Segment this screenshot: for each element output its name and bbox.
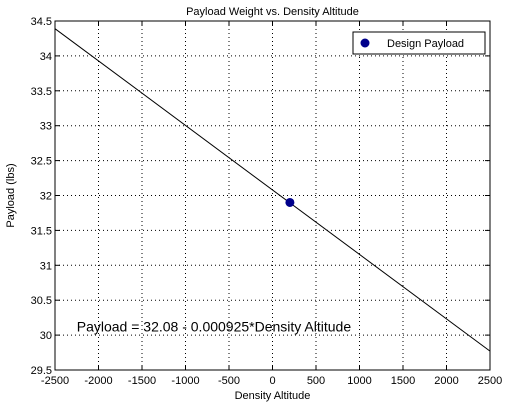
- y-tick-label: 30: [40, 330, 52, 342]
- x-tick-label: -1000: [171, 375, 199, 387]
- y-tick-label: 31.5: [31, 225, 52, 237]
- y-tick-label: 34.5: [31, 16, 52, 28]
- legend-box: [352, 31, 486, 55]
- y-tick-label: 29.5: [31, 365, 52, 377]
- grid: [55, 21, 490, 370]
- y-axis-label: Payload (lbs): [5, 163, 17, 227]
- x-tick-label: 1500: [391, 375, 415, 387]
- x-tick-label: -1500: [128, 375, 156, 387]
- y-tick-label: 33: [40, 121, 52, 133]
- tick-labels: -2500 -2000 -1500 -1000 -500 0 500 1000 1500 2000…: [31, 16, 503, 387]
- x-tick-label: 1000: [347, 375, 371, 387]
- x-tick-label: 2500: [478, 375, 502, 387]
- legend: Design Payload: [352, 31, 486, 55]
- x-tick-label: 0: [269, 375, 275, 387]
- y-tick-label: 32: [40, 191, 52, 203]
- equation-annotation: Payload = 32.08 - 0.000925*Density Altit…: [77, 319, 352, 335]
- y-tick-label: 30.5: [31, 295, 52, 307]
- ticks: [54, 20, 491, 371]
- regression-line: [54, 28, 491, 352]
- chart-title: Payload Weight vs. Density Altitude: [186, 6, 359, 18]
- x-tick-label: 2000: [434, 375, 458, 387]
- legend-marker: [360, 38, 370, 48]
- y-tick-label: 34: [40, 51, 52, 63]
- x-tick-label: 500: [307, 375, 325, 387]
- y-tick-label: 33.5: [31, 86, 52, 98]
- series-layer: [54, 28, 491, 352]
- x-axis-label: Density Altitude: [235, 390, 311, 402]
- design-payload-point: [285, 197, 295, 207]
- x-tick-label: -2500: [41, 375, 69, 387]
- x-tick-label: -2000: [84, 375, 112, 387]
- x-tick-label: -500: [218, 375, 240, 387]
- y-tick-label: 32.5: [31, 156, 52, 168]
- legend-label: Design Payload: [387, 38, 464, 50]
- y-tick-label: 31: [40, 260, 52, 272]
